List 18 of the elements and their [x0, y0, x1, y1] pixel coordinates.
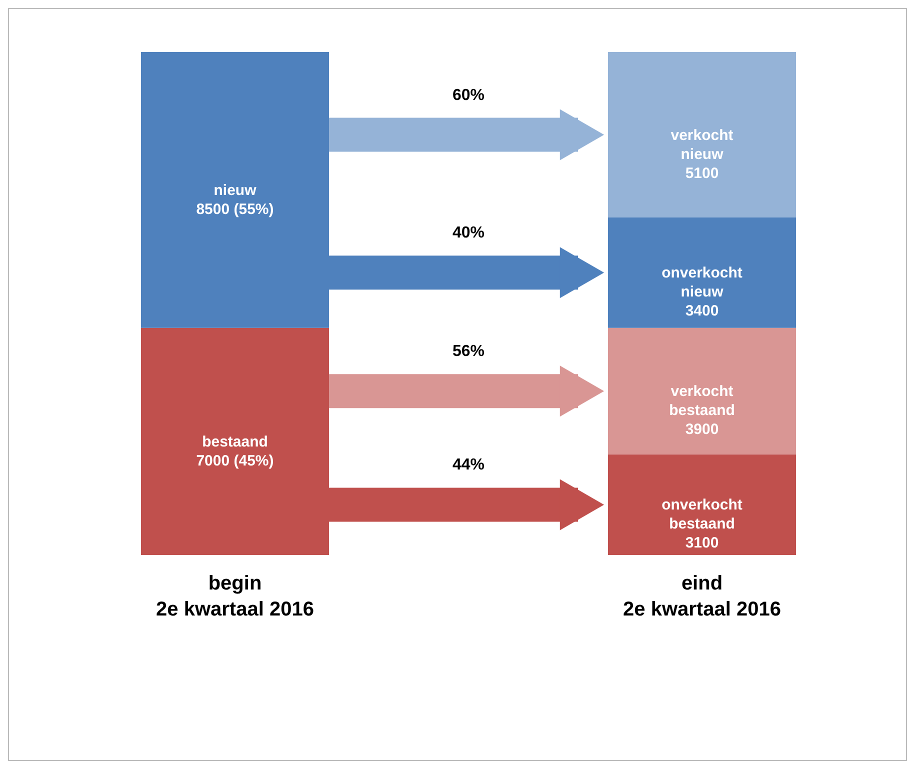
- text: 60%: [452, 86, 485, 104]
- series-label: nieuw: [214, 182, 257, 199]
- data-label: 3900: [685, 421, 719, 438]
- category-label: begin 2e kwartaal 2016: [156, 572, 314, 620]
- text: 44%: [452, 456, 485, 474]
- data-label: 7000 (45%): [196, 452, 274, 470]
- series-label: onverkocht bestaand: [662, 496, 742, 533]
- series-label: verkocht bestaand: [669, 383, 735, 420]
- category-label: eind 2e kwartaal 2016: [623, 572, 781, 620]
- text: 56%: [452, 343, 485, 360]
- series-label: verkocht nieuw: [670, 126, 734, 163]
- data-label: 5100: [685, 164, 719, 182]
- data-label: 3100: [685, 534, 719, 552]
- series-label: bestaand: [202, 433, 268, 450]
- text: 40%: [452, 224, 485, 242]
- data-label: 8500 (55%): [196, 200, 274, 218]
- data-label: 3400: [685, 302, 719, 320]
- series-label: onverkocht nieuw: [662, 264, 742, 301]
